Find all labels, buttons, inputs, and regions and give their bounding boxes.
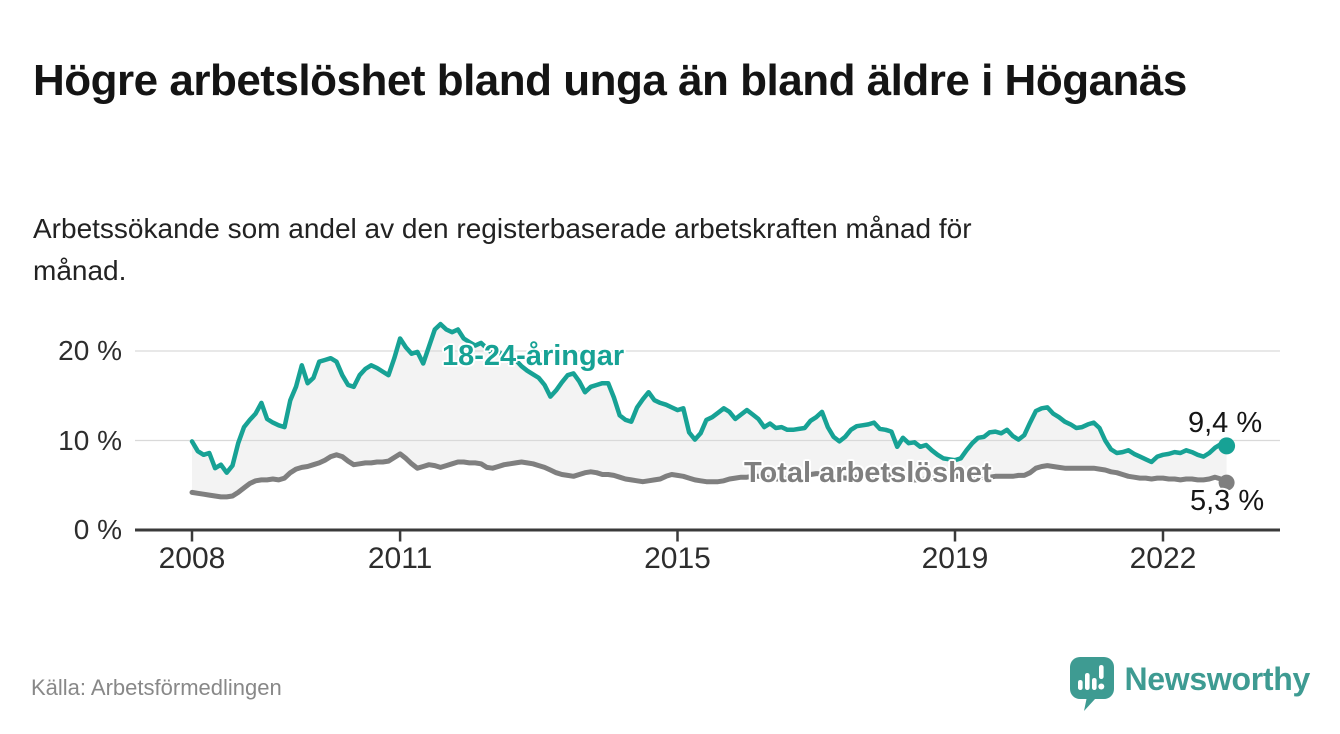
youth-line bbox=[189, 321, 1229, 475]
chart-subtitle: Arbetssökande som andel av den registerb… bbox=[33, 213, 972, 286]
exclamation-icon bbox=[1098, 665, 1104, 679]
total-end-dot bbox=[1218, 474, 1235, 491]
brand-logo: Newsworthy bbox=[1069, 656, 1311, 714]
newsworthy-icon bbox=[1069, 657, 1114, 711]
youth-end-dot bbox=[1218, 437, 1236, 455]
brand-name: Newsworthy bbox=[1124, 661, 1311, 697]
source-note: Källa: Arbetsförmedlingen bbox=[31, 675, 282, 700]
bar-chart-glyph bbox=[1077, 665, 1104, 690]
gridlines bbox=[135, 350, 1280, 442]
axis-ticks bbox=[190, 531, 1165, 542]
band-fill bbox=[192, 324, 1227, 497]
page-title: Högre arbetslöshet bland unga än bland ä… bbox=[33, 56, 1187, 106]
total-line bbox=[189, 451, 1230, 500]
